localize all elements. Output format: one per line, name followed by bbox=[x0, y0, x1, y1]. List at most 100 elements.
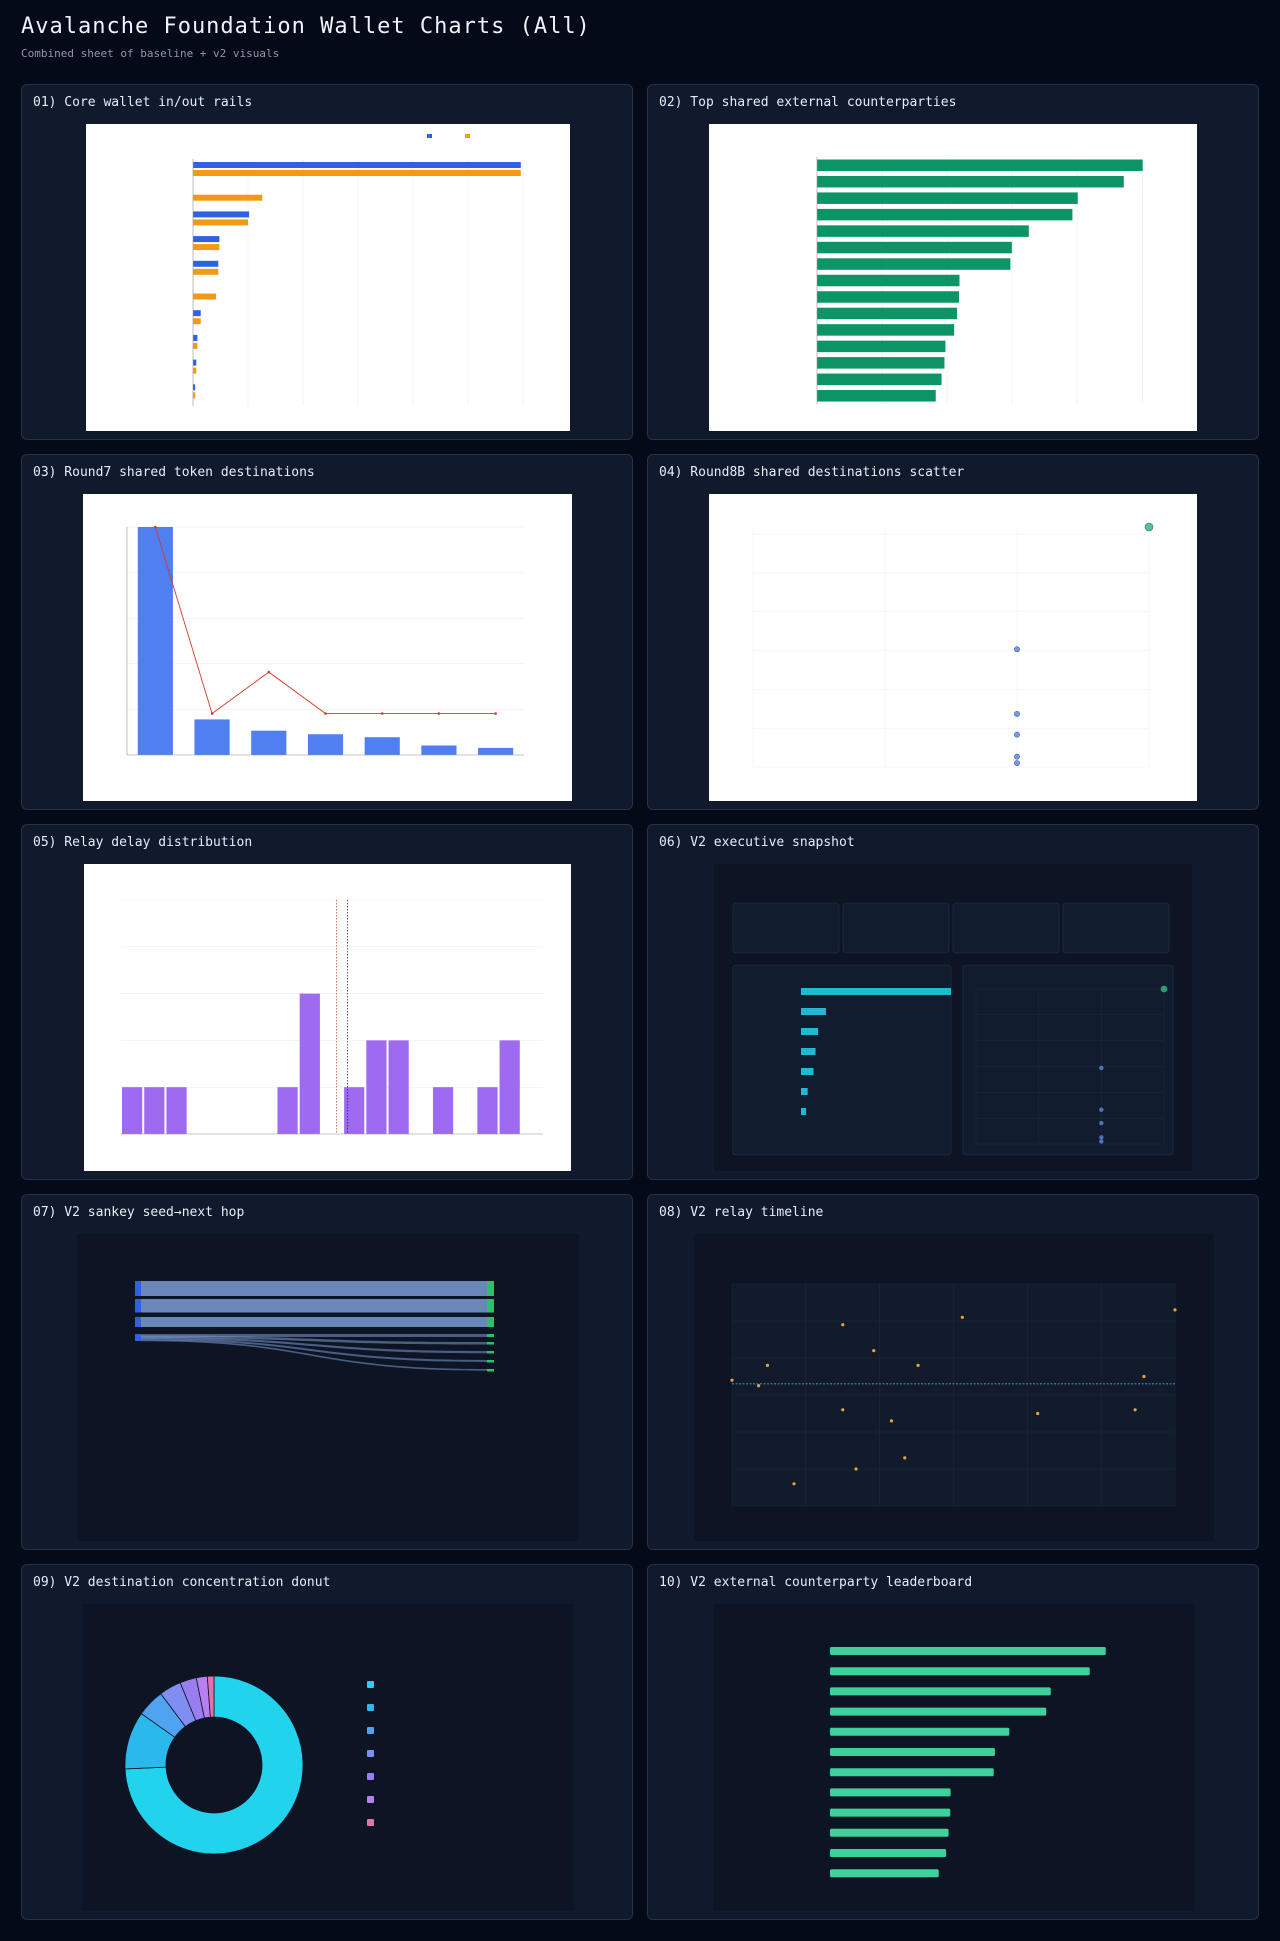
leaderboard-bar bbox=[830, 1768, 994, 1777]
relay-event-point bbox=[903, 1456, 907, 1460]
chart-frame bbox=[709, 494, 1197, 801]
destination-bar bbox=[194, 719, 230, 755]
delay-bar bbox=[366, 1040, 387, 1134]
legend-swatch bbox=[367, 1727, 374, 1734]
sankey-target-node bbox=[487, 1317, 494, 1327]
round7-destinations-chart bbox=[126, 525, 524, 756]
destination-point bbox=[1099, 1120, 1104, 1126]
delay-bar bbox=[299, 993, 320, 1134]
panel-title: 01) Core wallet in/out rails bbox=[33, 95, 253, 110]
donut-slice bbox=[124, 1675, 304, 1855]
sankey-chart bbox=[135, 1281, 494, 1372]
bars-card bbox=[732, 964, 952, 1156]
seed-count-line bbox=[154, 526, 496, 715]
delay-bar bbox=[344, 1087, 365, 1134]
sankey-target-node bbox=[487, 1281, 494, 1296]
destination-bar bbox=[421, 745, 457, 755]
top-counterparties-chart bbox=[816, 157, 1143, 404]
sankey-link bbox=[141, 1281, 487, 1296]
leaderboard-bar bbox=[830, 1687, 1051, 1696]
destination-point bbox=[1099, 1135, 1104, 1140]
counterparty-bar bbox=[817, 159, 1143, 171]
destination-bar bbox=[251, 730, 287, 755]
delay-bar bbox=[166, 1087, 187, 1134]
bar-in bbox=[193, 260, 219, 267]
chart-frame bbox=[714, 864, 1192, 1171]
legend-swatch bbox=[367, 1773, 374, 1780]
relay-event-point bbox=[872, 1349, 876, 1353]
counterparty-leaderboard-chart bbox=[830, 1647, 1106, 1878]
chart-frame bbox=[694, 1234, 1214, 1541]
relay-event-point bbox=[960, 1315, 964, 1319]
counterparty-bar bbox=[817, 241, 1012, 254]
relay-event-point bbox=[1133, 1408, 1137, 1412]
counterparty-bar bbox=[817, 390, 936, 402]
legend-swatch-in bbox=[427, 134, 432, 138]
panel-sankey: 07) V2 sankey seed→next hop bbox=[21, 1194, 633, 1550]
sankey-link bbox=[141, 1317, 487, 1327]
kpi-card bbox=[952, 902, 1060, 954]
bar-in bbox=[193, 236, 220, 243]
panel-concentration-donut: 09) V2 destination concentration donut bbox=[21, 1564, 633, 1920]
bar-out bbox=[193, 194, 263, 201]
panel-title: 03) Round7 shared token destinations bbox=[33, 465, 315, 480]
bar-in bbox=[193, 310, 201, 317]
legend-swatch bbox=[367, 1819, 374, 1826]
destination-point bbox=[1144, 522, 1154, 532]
concentration-donut-chart bbox=[124, 1675, 374, 1855]
destination-bar bbox=[801, 1068, 814, 1075]
leaderboard-bar bbox=[830, 1849, 947, 1857]
bar-out bbox=[193, 342, 198, 349]
destination-point bbox=[1099, 1139, 1104, 1144]
panel-title: 06) V2 executive snapshot bbox=[659, 835, 855, 850]
relay-event-point bbox=[792, 1482, 796, 1486]
destination-point bbox=[1014, 646, 1020, 653]
legend-swatch bbox=[367, 1704, 374, 1711]
chart-frame bbox=[83, 1604, 573, 1911]
leaderboard-bar bbox=[830, 1788, 951, 1797]
leaderboard-bar bbox=[830, 1647, 1106, 1655]
scatter-card bbox=[962, 964, 1174, 1156]
delay-bar bbox=[432, 1087, 454, 1134]
sankey-source-node bbox=[135, 1317, 141, 1327]
panel-top-counterparties: 02) Top shared external counterparties bbox=[647, 84, 1259, 440]
kpi-card bbox=[842, 902, 950, 954]
counterparty-bar bbox=[817, 291, 960, 303]
relay-event-point bbox=[1036, 1411, 1040, 1416]
panel-round7-destinations: 03) Round7 shared token destinations bbox=[21, 454, 633, 810]
destination-point bbox=[1014, 731, 1020, 738]
destination-bar bbox=[307, 734, 344, 755]
destination-point bbox=[1099, 1065, 1104, 1071]
leaderboard-bar bbox=[830, 1667, 1090, 1676]
relay-event-point bbox=[841, 1323, 845, 1327]
kpi-card bbox=[732, 902, 840, 954]
relay-event-point bbox=[916, 1363, 920, 1367]
chart-frame bbox=[84, 864, 571, 1171]
panel-relay-timeline: 08) V2 relay timeline bbox=[647, 1194, 1259, 1550]
leaderboard-bar bbox=[830, 1869, 939, 1878]
bar-out bbox=[193, 170, 521, 176]
destination-point bbox=[1014, 711, 1020, 717]
panel-title: 02) Top shared external counterparties bbox=[659, 95, 957, 110]
kpi-card bbox=[1062, 902, 1170, 954]
counterparty-bar bbox=[817, 357, 945, 369]
chart-frame bbox=[86, 124, 570, 431]
legend-swatch-out bbox=[465, 134, 470, 138]
delay-bar bbox=[388, 1040, 409, 1134]
delay-bar bbox=[499, 1040, 520, 1134]
destination-bar bbox=[801, 1008, 826, 1015]
panel-relay-delay: 05) Relay delay distribution bbox=[21, 824, 633, 1180]
destination-point bbox=[1099, 1107, 1104, 1112]
counterparty-bar bbox=[817, 373, 942, 386]
delay-bar bbox=[277, 1087, 298, 1134]
sankey-source-node bbox=[135, 1281, 141, 1296]
counterparty-bar bbox=[817, 258, 1011, 270]
destination-bar bbox=[801, 1088, 808, 1095]
counterparty-bar bbox=[817, 192, 1078, 204]
relay-timeline-chart bbox=[730, 1283, 1177, 1507]
relay-event-point bbox=[889, 1419, 894, 1423]
chart-frame bbox=[77, 1234, 579, 1541]
page-subtitle: Combined sheet of baseline + v2 visuals bbox=[21, 47, 280, 60]
relay-event-point bbox=[765, 1363, 770, 1367]
destination-bar bbox=[801, 1048, 816, 1055]
